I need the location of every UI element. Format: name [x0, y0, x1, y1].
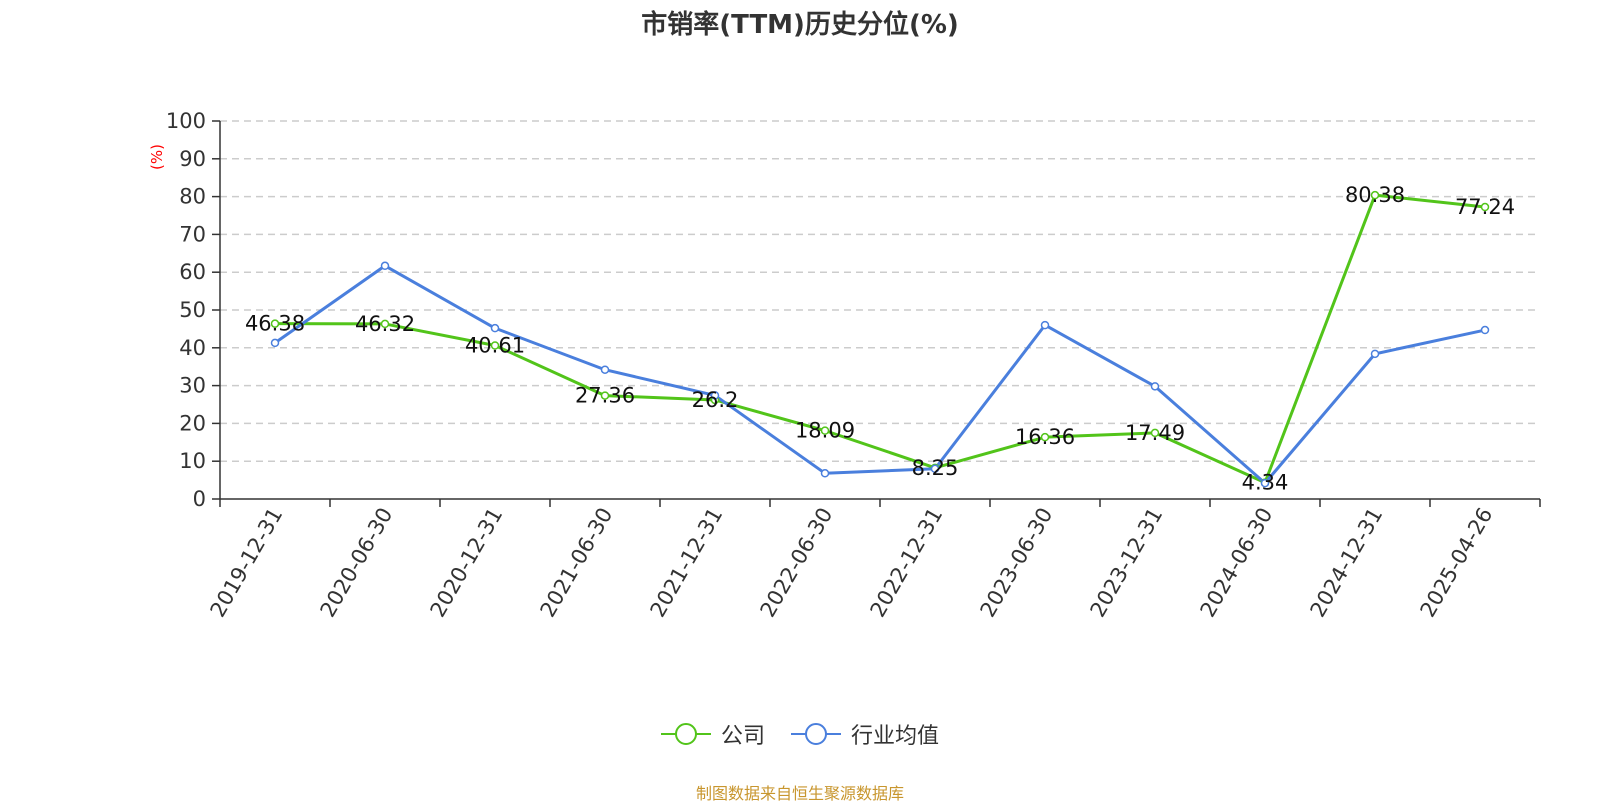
- series-1-point-1[interactable]: [380, 261, 390, 271]
- chart-title: 市销率(TTM)历史分位(%): [641, 10, 959, 40]
- legend-label-company: 公司: [720, 724, 765, 749]
- x-tick-label-2024-06-30: 2024-06-30: [1196, 504, 1278, 622]
- series-1-point-8[interactable]: [1150, 382, 1160, 391]
- series-1-point-3[interactable]: [600, 365, 610, 374]
- series-1-point-6[interactable]: [930, 464, 940, 474]
- series-1-point-5[interactable]: [820, 469, 830, 478]
- x-tick-label-2021-06-30: 2021-06-30: [536, 504, 618, 622]
- y-tick-label-30: 30: [179, 374, 206, 398]
- series-0-point-3[interactable]: [600, 391, 610, 400]
- data-label-0-6: 8.25: [912, 456, 959, 480]
- x-tick-label-2020-06-30: 2020-06-30: [316, 504, 398, 622]
- x-tick-label-2025-04-26: 2025-04-26: [1416, 504, 1498, 622]
- series-0-point-0[interactable]: [270, 319, 280, 328]
- data-label-0-7: 16.36: [1015, 425, 1075, 449]
- data-label-0-2: 40.61: [465, 333, 525, 357]
- legend: 公司 行业均值: [0, 718, 1600, 750]
- series-0-point-8[interactable]: [1150, 428, 1160, 438]
- y-tick-label-50: 50: [179, 298, 206, 322]
- x-tick-label-2022-12-31: 2022-12-31: [866, 504, 948, 622]
- data-label-0-0: 46.38: [245, 312, 305, 336]
- y-tick-label-60: 60: [179, 260, 206, 284]
- x-tick-label-2023-12-31: 2023-12-31: [1086, 504, 1168, 622]
- legend-item-industry-average[interactable]: 行业均值: [791, 718, 939, 750]
- series-line-0: [274, 193, 1486, 485]
- series-1-point-10[interactable]: [1370, 349, 1380, 359]
- x-tick-label-2023-06-30: 2023-06-30: [976, 504, 1058, 622]
- legend-swatch-industry-average: [791, 723, 841, 745]
- y-tick-label-100: 100: [166, 109, 206, 133]
- x-tick-label-2024-12-31: 2024-12-31: [1306, 504, 1388, 622]
- series-0-point-7[interactable]: [1040, 432, 1050, 442]
- data-label-0-11: 77.24: [1455, 195, 1515, 219]
- data-label-0-1: 46.32: [355, 312, 415, 336]
- series-0-point-2[interactable]: [490, 341, 500, 350]
- x-tick-label-2019-12-31: 2019-12-31: [206, 504, 288, 622]
- legend-swatch-company: [660, 723, 711, 745]
- series-0-point-1[interactable]: [380, 319, 390, 329]
- series-1-point-0[interactable]: [270, 338, 280, 348]
- y-axis-label: (%): [148, 144, 166, 170]
- series-0-point-11[interactable]: [1480, 202, 1490, 212]
- data-label-0-8: 17.49: [1125, 421, 1185, 445]
- data-label-0-5: 18.09: [795, 419, 855, 443]
- series-1-point-2[interactable]: [490, 323, 500, 333]
- x-tick-label-2022-06-30: 2022-06-30: [756, 504, 838, 622]
- data-label-0-3: 27.36: [575, 384, 635, 408]
- data-label-0-9: 4.34: [1242, 471, 1289, 495]
- series-1-point-7[interactable]: [1040, 320, 1050, 330]
- series-0-point-10[interactable]: [1370, 190, 1380, 200]
- series-1-point-11[interactable]: [1480, 325, 1490, 335]
- legend-item-company[interactable]: 公司: [660, 718, 765, 750]
- series-line-1: [274, 264, 1486, 485]
- series-1-point-4[interactable]: [710, 391, 720, 400]
- data-label-0-10: 80.38: [1345, 183, 1405, 207]
- legend-label-industry-average: 行业均值: [851, 724, 940, 749]
- series-0-point-5[interactable]: [820, 426, 830, 435]
- y-tick-label-40: 40: [179, 336, 206, 360]
- x-tick-label-2021-12-31: 2021-12-31: [646, 504, 728, 622]
- y-tick-label-0: 0: [193, 487, 206, 511]
- y-tick-label-70: 70: [179, 222, 206, 246]
- y-tick-label-20: 20: [179, 411, 206, 435]
- y-tick-label-10: 10: [179, 449, 206, 473]
- data-label-0-4: 26.2: [692, 388, 739, 412]
- series-1-point-9[interactable]: [1260, 478, 1270, 488]
- x-tick-label-2020-12-31: 2020-12-31: [426, 504, 508, 622]
- y-tick-label-80: 80: [179, 185, 206, 209]
- y-tick-label-90: 90: [179, 147, 206, 171]
- source-note: 制图数据来自恒生聚源数据库: [695, 784, 904, 803]
